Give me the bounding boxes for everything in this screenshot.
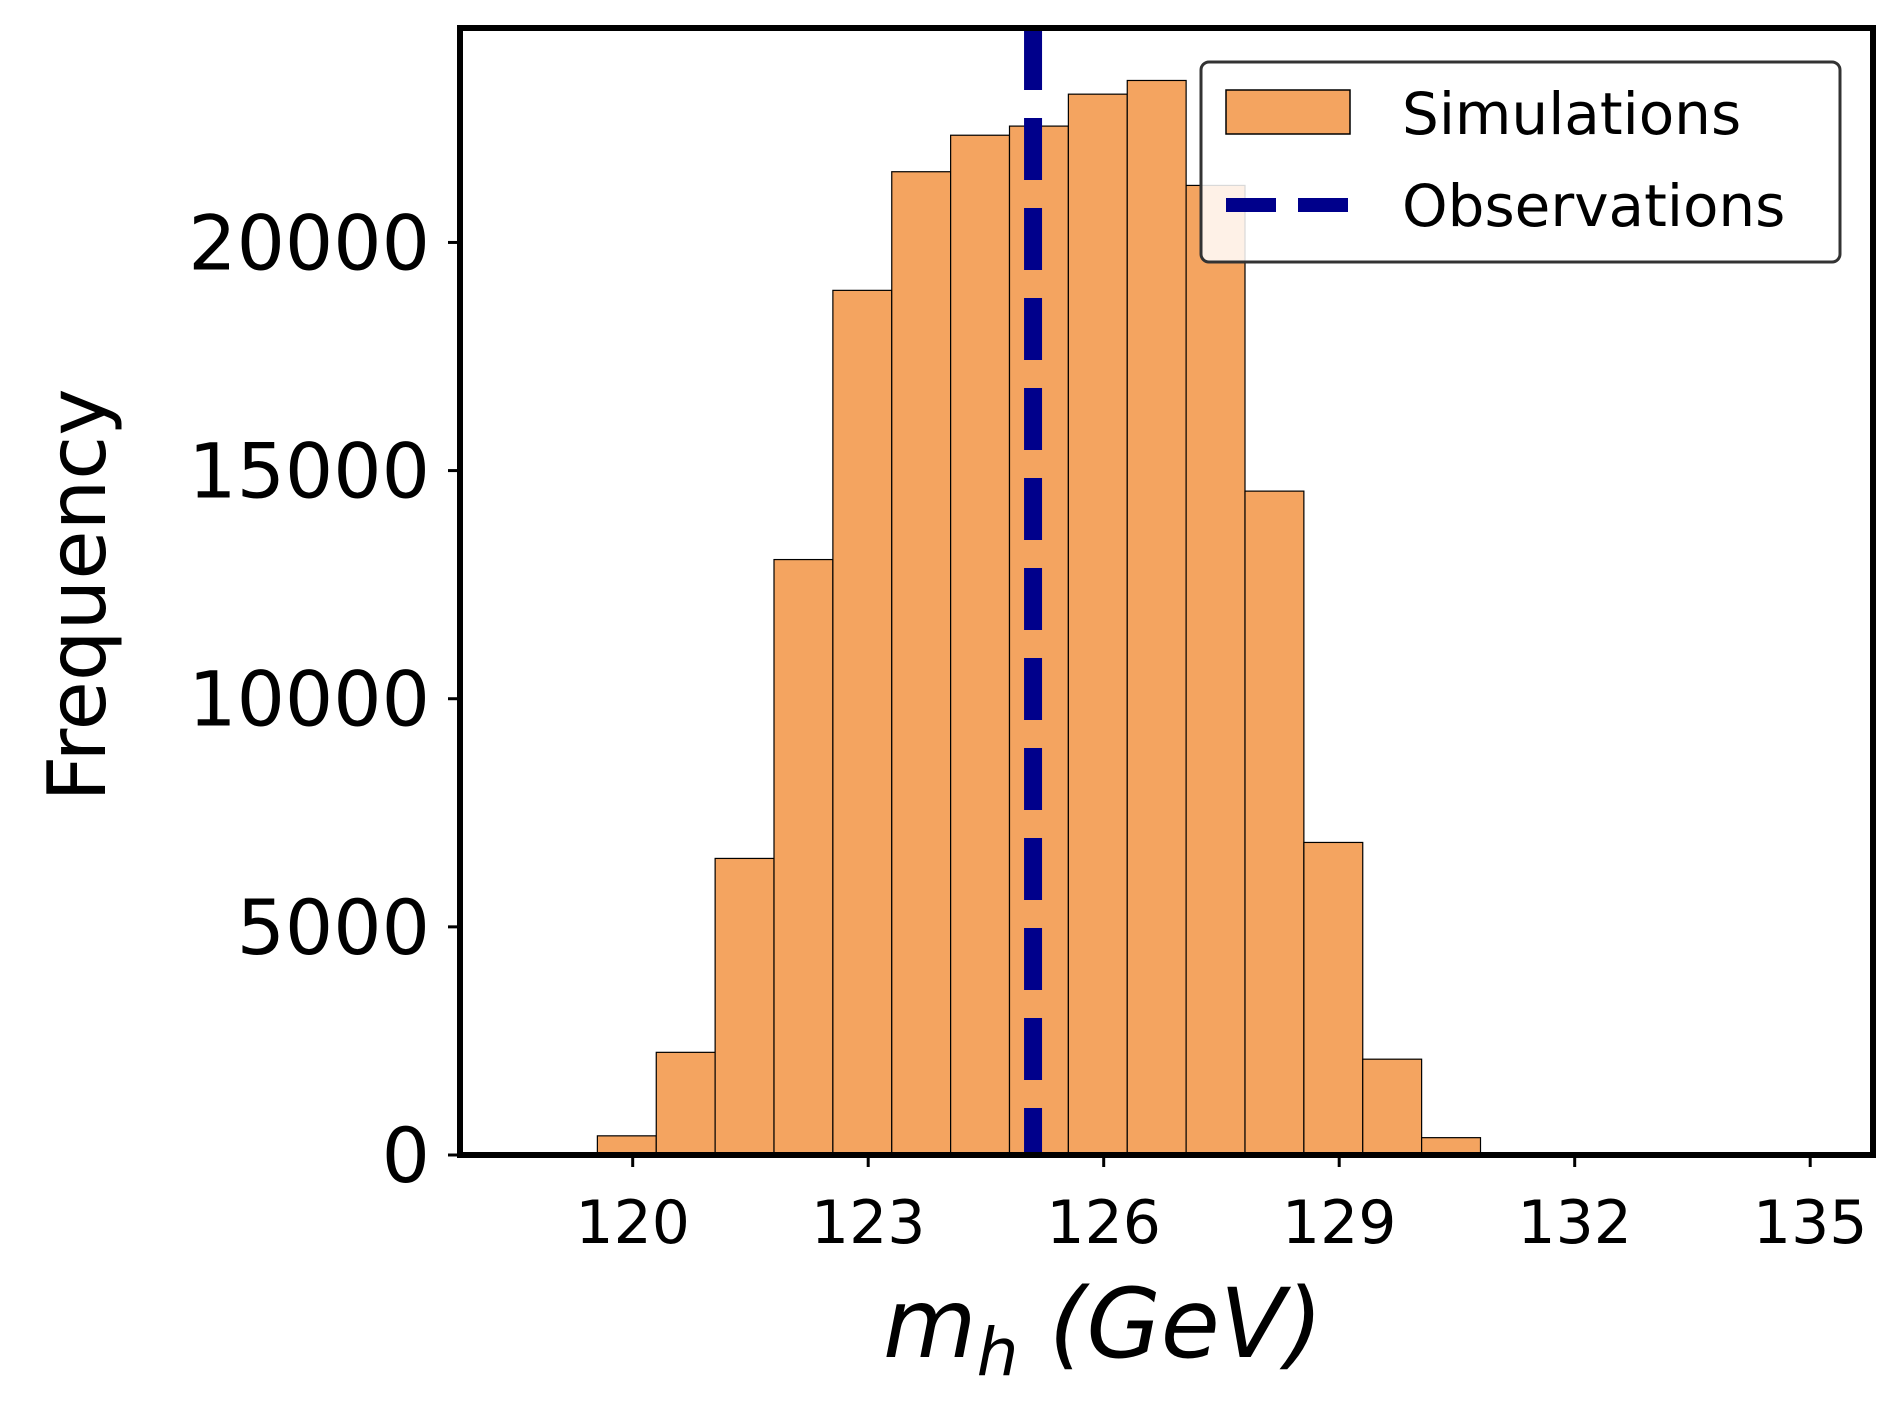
plot-frame (457, 25, 1876, 1158)
y-tick-label: 0 (382, 1111, 430, 1200)
histogram-bar (832, 289, 893, 1156)
histogram-bar (950, 134, 1011, 1156)
x-tick-label: 123 (811, 1188, 926, 1258)
histogram-bar (1008, 125, 1069, 1156)
x-tick-label: 132 (1517, 1188, 1632, 1258)
x-axis: 120 123 126 129 132 135 (575, 1155, 1867, 1258)
histogram-bar (1185, 184, 1246, 1156)
histogram-bar (773, 558, 834, 1156)
legend-observations-label: Observations (1402, 172, 1785, 240)
x-tick-label: 126 (1046, 1188, 1161, 1258)
legend: Simulations Observations (1199, 60, 1842, 264)
histogram-bar (1303, 841, 1364, 1156)
histogram-bar (1067, 93, 1128, 1156)
histogram-bar (891, 171, 952, 1156)
histogram-bar (1362, 1058, 1423, 1156)
x-axis-label-unit: (GeV) (1018, 1268, 1323, 1380)
y-tick-label: 5000 (237, 883, 430, 972)
histogram-bar (655, 1051, 716, 1156)
x-tick-label: 120 (575, 1188, 690, 1258)
legend-box (1199, 60, 1842, 264)
histogram-bar (1244, 490, 1305, 1156)
legend-simulations-swatch (1225, 89, 1351, 135)
legend-simulations-label: Simulations (1402, 80, 1741, 148)
histogram-bars (596, 79, 1482, 1156)
y-axis: 0 5000 10000 15000 20000 (188, 198, 460, 1200)
histogram-bar (1126, 79, 1187, 1156)
x-axis-label-subscript: h (977, 1314, 1019, 1391)
x-axis-label: mh (GeV) (883, 1268, 1323, 1391)
y-tick-label: 10000 (188, 655, 430, 744)
y-axis-label: Frequency (31, 388, 124, 801)
y-tick-label: 20000 (188, 198, 430, 287)
x-tick-label: 129 (1282, 1188, 1397, 1258)
histogram-bar (714, 857, 775, 1156)
x-axis-label-symbol: m (883, 1268, 977, 1380)
y-tick-label: 15000 (188, 427, 430, 516)
x-tick-label: 135 (1753, 1188, 1868, 1258)
